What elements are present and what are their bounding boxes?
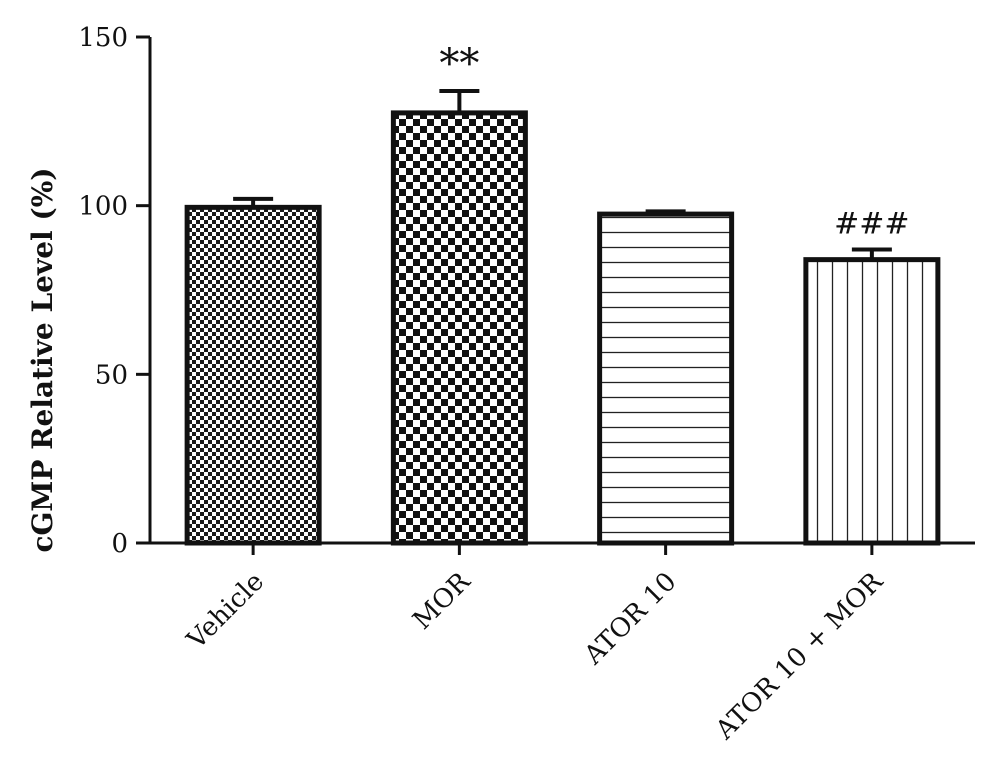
x-tick-label: Vehicle	[181, 567, 270, 656]
bar	[597, 211, 735, 546]
y-tick-label: 50	[95, 360, 128, 390]
bars: ** ###	[184, 41, 941, 546]
y-tick-label: 150	[78, 23, 128, 53]
x-axis: Vehicle MOR ATOR 10 ATOR 10 + MOR	[150, 541, 975, 746]
y-axis: 0 50 100 150	[78, 23, 152, 559]
bar	[803, 257, 941, 546]
significance-annotation: **	[439, 41, 479, 87]
x-tick-label: MOR	[407, 566, 477, 636]
bar	[390, 110, 528, 546]
x-tick-label: ATOR 10	[578, 567, 683, 672]
y-axis-title: cGMP Relative Level (%)	[26, 167, 59, 552]
x-tick-label: ATOR 10 + MOR	[709, 566, 889, 746]
y-tick-label: 100	[78, 192, 128, 222]
bar	[184, 204, 322, 546]
significance-annotation: ###	[834, 207, 909, 242]
y-tick-label: 0	[111, 529, 128, 559]
